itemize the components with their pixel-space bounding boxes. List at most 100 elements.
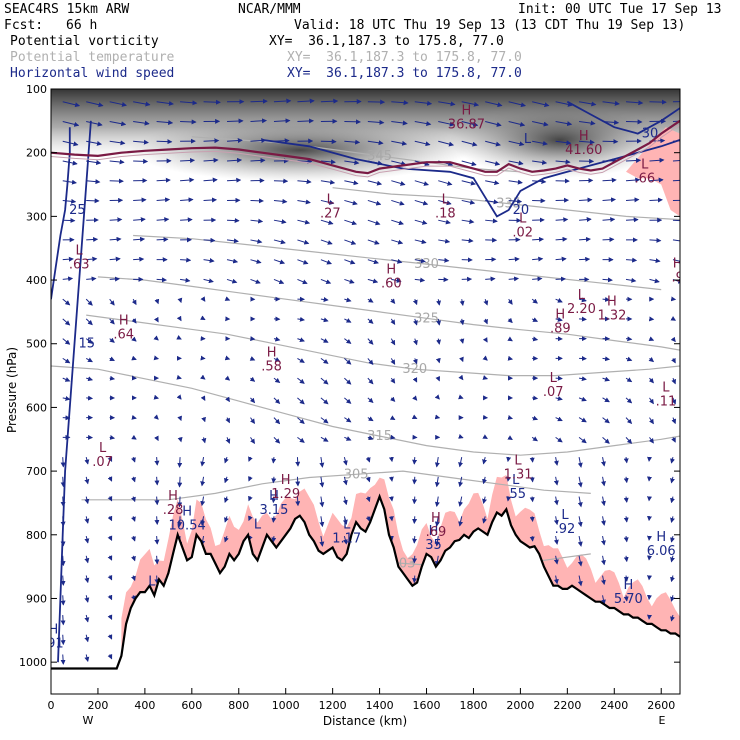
wind-vector <box>623 457 629 464</box>
extremum-type: L <box>512 473 520 488</box>
wind-vector <box>250 278 261 284</box>
wind-vector <box>154 516 160 526</box>
wind-vector <box>412 555 418 564</box>
wind-vector <box>60 536 66 547</box>
wind-vector <box>84 575 90 584</box>
wind-vector <box>649 177 664 183</box>
west-label: W <box>83 714 94 727</box>
wind-vector <box>459 318 465 326</box>
extremum-value: 36.87 <box>448 117 485 132</box>
theta-contour-label: 305 <box>344 467 369 482</box>
x-tick-label: 400 <box>134 699 155 712</box>
extremum-value: 1.31 <box>504 468 533 483</box>
wind-vector <box>62 298 71 306</box>
wind-vector <box>367 435 374 441</box>
wind-vector <box>435 375 441 382</box>
wind-vector <box>107 535 113 542</box>
wind-vector <box>180 217 193 223</box>
wind-vector <box>60 595 66 606</box>
wind-vector <box>62 377 71 382</box>
wind-vector <box>367 297 374 303</box>
wind-vector <box>297 199 311 205</box>
wind-vector <box>438 180 453 186</box>
wind-vector <box>177 476 183 488</box>
wind-vector <box>273 417 281 425</box>
wind-vector <box>156 120 174 126</box>
wind-vector <box>670 476 675 484</box>
wind-vector <box>226 278 238 284</box>
wind-vector <box>532 336 539 342</box>
wind-vector <box>271 496 277 504</box>
wind-vector <box>553 575 559 585</box>
wind-vector <box>62 396 71 401</box>
wind-vector <box>532 276 543 282</box>
wind-vector <box>273 377 281 383</box>
wind-vector <box>411 414 418 419</box>
extremum-value: .69 <box>426 525 447 540</box>
wind-vector <box>62 140 79 147</box>
wind-vector <box>412 298 418 306</box>
wind-vector <box>532 256 544 262</box>
wind-vector <box>320 278 332 284</box>
wind-vector <box>86 179 101 185</box>
wind-vector <box>320 397 329 405</box>
extremum-value: 5.70 <box>614 592 643 607</box>
wind-vector <box>319 457 325 468</box>
wind-vector <box>414 100 433 106</box>
wind-vector <box>649 157 665 163</box>
wind-vector <box>109 434 116 440</box>
y-tick-label: 300 <box>26 210 47 223</box>
wind-vector <box>250 138 267 144</box>
wind-vector <box>295 496 301 507</box>
wind-vector <box>109 356 115 362</box>
wind-vector <box>507 415 513 420</box>
wind-vector <box>297 219 311 225</box>
wind-vector <box>438 120 455 127</box>
wind-vector <box>201 437 207 444</box>
wind-vector <box>434 476 440 488</box>
extremum-value: .91 <box>43 637 64 652</box>
wind-vector <box>390 338 396 346</box>
extremum-type: H <box>168 489 178 504</box>
wind-vector <box>508 160 524 166</box>
wind-vector <box>485 276 496 282</box>
wind-vector <box>508 256 520 262</box>
wind-vector <box>579 256 591 262</box>
wind-vector <box>671 377 676 385</box>
wind-vector <box>531 317 539 322</box>
wind-vector <box>109 375 116 381</box>
wind-vector <box>131 414 137 420</box>
wind-vector <box>555 276 566 282</box>
wind-vector <box>156 277 167 283</box>
wind-vector <box>344 436 352 441</box>
wind-vector <box>62 198 77 204</box>
wind-vector <box>344 219 358 226</box>
wind-vector <box>344 377 352 385</box>
wind-vector <box>625 336 633 342</box>
wind-vector <box>84 555 90 564</box>
wind-vector <box>670 535 675 543</box>
wind-vector <box>458 374 464 381</box>
wind-vector <box>86 236 99 242</box>
wind-vector <box>438 219 451 225</box>
wind-contour-label: 20 <box>513 203 530 218</box>
model-title: SEAC4RS 15km ARW <box>4 2 130 17</box>
wind-vector <box>459 299 465 306</box>
wind-vector <box>109 337 115 343</box>
wind-vector <box>388 476 394 482</box>
wind-vector <box>602 177 617 183</box>
wind-vector <box>412 575 418 584</box>
wind-vector <box>273 259 286 265</box>
extremum-type: L <box>442 193 450 208</box>
wind-vector <box>60 496 66 507</box>
wind-vector <box>297 259 309 265</box>
wind-vector <box>579 197 593 203</box>
wind-vector <box>367 318 374 324</box>
wind-vector <box>625 356 633 362</box>
wind-vector <box>600 555 606 566</box>
wind-vector <box>320 219 334 225</box>
wind-vector <box>458 456 464 468</box>
wind-vector <box>623 595 629 602</box>
wind-vector <box>203 258 215 264</box>
